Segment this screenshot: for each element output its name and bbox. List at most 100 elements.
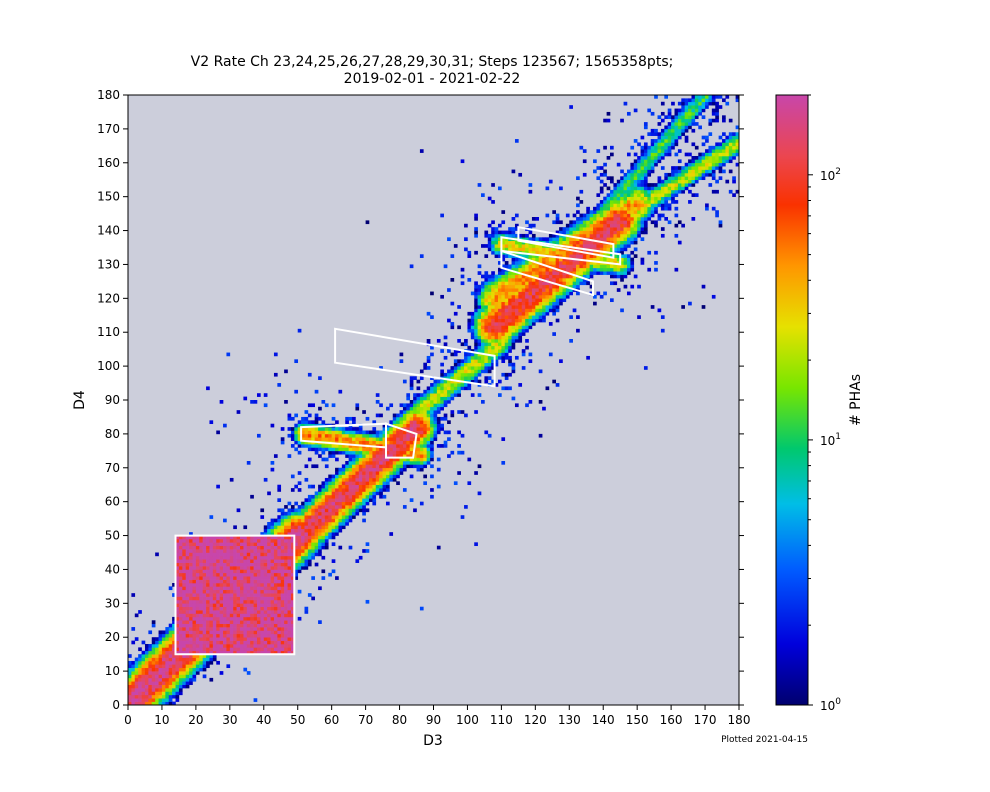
heatmap-cell [443, 264, 448, 269]
heatmap-cell [623, 271, 628, 275]
heatmap-cell [511, 274, 516, 279]
heatmap-cell [535, 288, 540, 292]
heatmap-cell [185, 566, 190, 570]
heatmap-cell [677, 159, 682, 164]
heatmap-cell [335, 440, 339, 445]
heatmap-cell [470, 325, 475, 330]
heatmap-cell [178, 593, 183, 597]
heatmap-cell [362, 467, 366, 472]
heatmap-cell [185, 637, 190, 641]
heatmap-cell [290, 518, 295, 523]
heatmap-cell [491, 379, 495, 384]
heatmap-cell [535, 315, 540, 319]
heatmap-cell [304, 515, 309, 519]
heatmap-cell [304, 423, 309, 428]
heatmap-cell [481, 298, 485, 303]
heatmap-cell [280, 579, 285, 584]
heatmap-cell [297, 505, 302, 509]
heatmap-cell [402, 406, 407, 411]
heatmap-cell [328, 454, 332, 458]
heatmap-cell [168, 640, 173, 645]
heatmap-cell [199, 627, 203, 631]
heatmap-cell [216, 572, 220, 577]
heatmap-cell [338, 491, 343, 496]
heatmap-cell [161, 688, 166, 692]
heatmap-cell [450, 322, 455, 326]
heatmap-cell [280, 545, 285, 550]
heatmap-cell [491, 332, 495, 336]
heatmap-cell [674, 206, 679, 211]
heatmap-cell [246, 572, 251, 577]
heatmap-cell [358, 477, 363, 482]
heatmap-cell [511, 217, 516, 221]
heatmap-cell [335, 491, 339, 496]
heatmap-cell [216, 630, 220, 635]
heatmap-cell [178, 667, 183, 672]
heatmap-cell [603, 271, 607, 275]
heatmap-cell [185, 671, 190, 675]
heatmap-cell [321, 420, 326, 425]
heatmap-cell [596, 210, 601, 214]
heatmap-cell [477, 491, 482, 496]
heatmap-cell [630, 200, 635, 204]
heatmap-cell [504, 288, 509, 292]
heatmap-cell [284, 579, 288, 584]
heatmap-cell [280, 583, 285, 587]
heatmap-cell [175, 555, 180, 560]
heatmap-cell [212, 603, 217, 608]
heatmap-cell [426, 427, 431, 431]
heatmap-cell [375, 393, 380, 397]
heatmap-cell [487, 301, 492, 306]
heatmap-cell [596, 244, 601, 248]
heatmap-cell [345, 440, 349, 445]
heatmap-cell [610, 196, 614, 201]
heatmap-cell [202, 606, 207, 611]
heatmap-cell [189, 616, 193, 621]
heatmap-cell [212, 535, 217, 540]
heatmap-cell [168, 637, 173, 641]
heatmap-cell [297, 430, 302, 435]
heatmap-cell [654, 261, 658, 265]
heatmap-cell [280, 566, 285, 570]
heatmap-cell [338, 389, 343, 394]
heatmap-cell [606, 156, 611, 160]
heatmap-cell [620, 308, 624, 313]
heatmap-cell [331, 508, 336, 513]
heatmap-cell [691, 179, 696, 184]
heatmap-cell [182, 647, 186, 652]
heatmap-cell [178, 691, 183, 696]
heatmap-cell [158, 681, 163, 685]
heatmap-cell [206, 569, 210, 574]
heatmap-cell [229, 545, 234, 550]
heatmap-cell [593, 210, 597, 214]
heatmap-cell [603, 223, 607, 228]
heatmap-cell [182, 623, 186, 628]
heatmap-cell [382, 450, 387, 455]
heatmap-cell [168, 674, 173, 679]
heatmap-cell [562, 237, 567, 242]
heatmap-cell [219, 613, 224, 618]
heatmap-cell [372, 440, 377, 445]
heatmap-cell [623, 210, 628, 214]
heatmap-cell [494, 315, 499, 319]
heatmap-cell [555, 294, 560, 299]
heatmap-cell [436, 393, 441, 397]
heatmap-cell [501, 291, 506, 296]
heatmap-cell [535, 217, 540, 221]
heatmap-cell [596, 193, 601, 197]
heatmap-cell [369, 488, 373, 492]
heatmap-cell [260, 610, 265, 614]
heatmap-cell [545, 305, 550, 309]
heatmap-cell [294, 427, 299, 431]
heatmap-cell [382, 474, 387, 479]
heatmap-cell [453, 383, 458, 387]
heatmap-cell [521, 332, 526, 336]
heatmap-cell [423, 420, 428, 425]
heatmap-cell [212, 596, 217, 601]
heatmap-cell [484, 335, 489, 340]
heatmap-cell [318, 532, 322, 536]
heatmap-cell [355, 433, 360, 438]
heatmap-cell [545, 186, 550, 191]
heatmap-cell [212, 637, 217, 641]
heatmap-cell [243, 572, 248, 577]
